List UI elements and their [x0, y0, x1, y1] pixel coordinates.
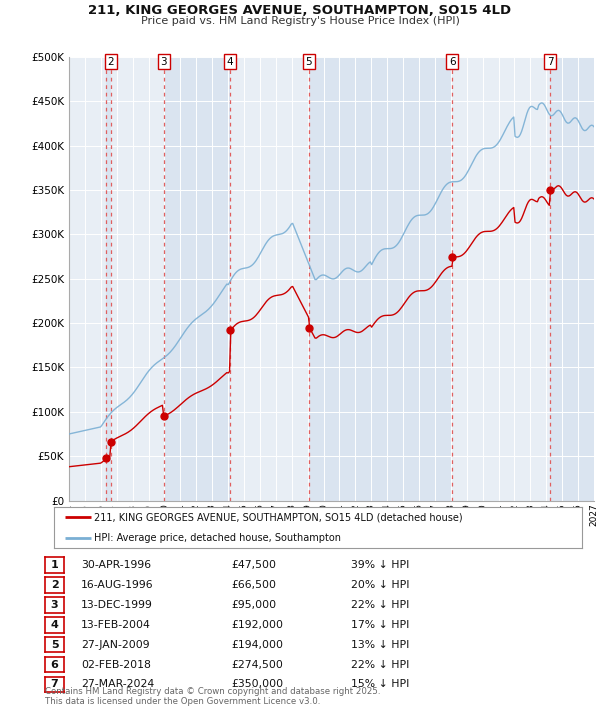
- Text: £194,000: £194,000: [231, 640, 283, 650]
- Text: Contains HM Land Registry data © Crown copyright and database right 2025.
This d: Contains HM Land Registry data © Crown c…: [45, 687, 380, 706]
- Text: 22% ↓ HPI: 22% ↓ HPI: [351, 660, 409, 670]
- Text: 1: 1: [51, 560, 58, 570]
- Text: 5: 5: [305, 57, 312, 67]
- Text: £274,500: £274,500: [231, 660, 283, 670]
- Text: 30-APR-1996: 30-APR-1996: [81, 560, 151, 570]
- Text: 3: 3: [51, 600, 58, 610]
- Text: 6: 6: [449, 57, 455, 67]
- Text: 7: 7: [51, 679, 58, 689]
- Bar: [550, 57, 594, 501]
- Text: 211, KING GEORGES AVENUE, SOUTHAMPTON, SO15 4LD (detached house): 211, KING GEORGES AVENUE, SOUTHAMPTON, S…: [94, 512, 462, 523]
- Text: 17% ↓ HPI: 17% ↓ HPI: [351, 620, 409, 630]
- Text: 02-FEB-2018: 02-FEB-2018: [81, 660, 151, 670]
- Text: 20% ↓ HPI: 20% ↓ HPI: [351, 580, 409, 590]
- Bar: [164, 57, 230, 501]
- Text: 4: 4: [227, 57, 233, 67]
- Text: 27-MAR-2024: 27-MAR-2024: [81, 679, 154, 689]
- Text: 27-JAN-2009: 27-JAN-2009: [81, 640, 149, 650]
- Text: 7: 7: [547, 57, 553, 67]
- Text: 13-DEC-1999: 13-DEC-1999: [81, 600, 153, 610]
- Text: 39% ↓ HPI: 39% ↓ HPI: [351, 560, 409, 570]
- Text: £192,000: £192,000: [231, 620, 283, 630]
- Text: £350,000: £350,000: [231, 679, 283, 689]
- Text: 2: 2: [51, 580, 58, 590]
- Text: 6: 6: [50, 660, 59, 670]
- Text: 3: 3: [160, 57, 167, 67]
- Text: 13-FEB-2004: 13-FEB-2004: [81, 620, 151, 630]
- Text: 15% ↓ HPI: 15% ↓ HPI: [351, 679, 409, 689]
- Text: HPI: Average price, detached house, Southampton: HPI: Average price, detached house, Sout…: [94, 532, 341, 543]
- Text: 5: 5: [51, 640, 58, 650]
- Text: £66,500: £66,500: [231, 580, 276, 590]
- Text: 13% ↓ HPI: 13% ↓ HPI: [351, 640, 409, 650]
- Text: £47,500: £47,500: [231, 560, 276, 570]
- Text: £95,000: £95,000: [231, 600, 276, 610]
- Text: 2: 2: [107, 57, 114, 67]
- Text: Price paid vs. HM Land Registry's House Price Index (HPI): Price paid vs. HM Land Registry's House …: [140, 16, 460, 26]
- Text: 211, KING GEORGES AVENUE, SOUTHAMPTON, SO15 4LD: 211, KING GEORGES AVENUE, SOUTHAMPTON, S…: [88, 4, 512, 16]
- Text: 22% ↓ HPI: 22% ↓ HPI: [351, 600, 409, 610]
- Bar: [106, 57, 110, 501]
- Text: 4: 4: [50, 620, 59, 630]
- Bar: [309, 57, 452, 501]
- Text: 16-AUG-1996: 16-AUG-1996: [81, 580, 154, 590]
